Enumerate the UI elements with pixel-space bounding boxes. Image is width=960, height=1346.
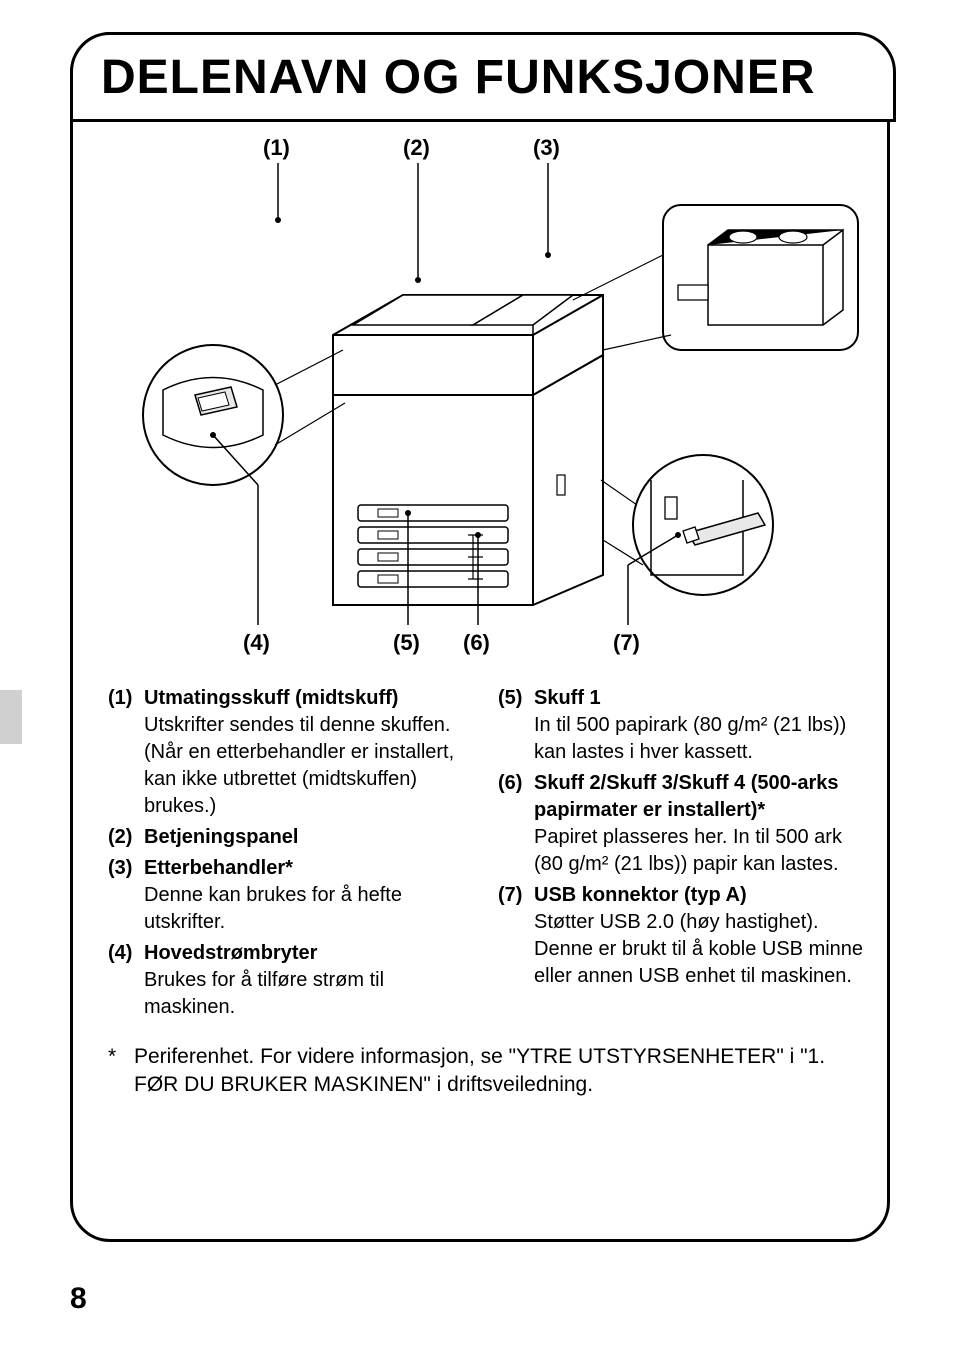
item-1: (1) Utmatingsskuff (midtskuff) Utskrifte…	[108, 685, 478, 820]
item-desc: Utskrifter sendes til denne skuffen. (Nå…	[144, 714, 454, 817]
item-5: (5) Skuff 1 In til 500 papirark (80 g/m²…	[498, 685, 868, 766]
item-num: (4)	[108, 940, 144, 1021]
item-desc: Støtter USB 2.0 (høy hastighet). Denne e…	[534, 911, 863, 987]
item-num: (7)	[498, 882, 534, 990]
item-num: (5)	[498, 685, 534, 766]
item-num: (2)	[108, 824, 144, 851]
callout-bottom-6: (6)	[463, 630, 490, 656]
callout-bottom-7: (7)	[613, 630, 640, 656]
item-2: (2) Betjeningspanel	[108, 824, 478, 851]
printer-diagram: (1) (2) (3) (4) (5) (6) (7)	[103, 135, 863, 655]
item-num: (3)	[108, 855, 144, 936]
item-desc: Brukes for å tilføre strøm til maskinen.	[144, 969, 384, 1018]
two-columns: (1) Utmatingsskuff (midtskuff) Utskrifte…	[108, 685, 868, 1025]
item-7: (7) USB konnektor (typ A) Støtter USB 2.…	[498, 882, 868, 990]
item-title: Etterbehandler*	[144, 857, 293, 879]
right-column: (5) Skuff 1 In til 500 papirark (80 g/m²…	[498, 685, 868, 1025]
item-title: Hovedstrømbryter	[144, 942, 317, 964]
callout-bottom-5: (5)	[393, 630, 420, 656]
usb-detail-icon	[601, 455, 773, 595]
item-6: (6) Skuff 2/Skuff 3/Skuff 4 (500-arks pa…	[498, 770, 868, 878]
item-title: Skuff 2/Skuff 3/Skuff 4 (500-arks papirm…	[534, 772, 839, 821]
callout-bottom-4: (4)	[243, 630, 270, 656]
page-number: 8	[70, 1282, 87, 1316]
item-title: USB konnektor (typ A)	[534, 884, 747, 906]
item-desc: Denne kan brukes for å hefte utskrifter.	[144, 884, 402, 933]
page-frame: DELENAVN OG FUNKSJONER (1) (2) (3) (4) (…	[70, 32, 890, 1242]
side-tab	[0, 690, 22, 744]
item-3: (3) Etterbehandler* Denne kan brukes for…	[108, 855, 478, 936]
item-title: Utmatingsskuff (midtskuff)	[144, 687, 398, 709]
item-title: Betjeningspanel	[144, 826, 298, 848]
power-switch-detail-icon	[143, 345, 345, 485]
item-num: (6)	[498, 770, 534, 878]
left-column: (1) Utmatingsskuff (midtskuff) Utskrifte…	[108, 685, 478, 1025]
callout-top-1: (1)	[263, 135, 290, 161]
footnote: * Periferenhet. For videre informasjon, …	[108, 1043, 868, 1100]
content-area: (1) Utmatingsskuff (midtskuff) Utskrifte…	[108, 685, 868, 1100]
item-4: (4) Hovedstrømbryter Brukes for å tilfør…	[108, 940, 478, 1021]
footnote-mark: *	[108, 1043, 134, 1100]
printer-body-icon	[333, 295, 603, 605]
title-box: DELENAVN OG FUNKSJONER	[70, 32, 896, 122]
item-title: Skuff 1	[534, 687, 601, 709]
callout-top-3: (3)	[533, 135, 560, 161]
item-num: (1)	[108, 685, 144, 820]
item-desc: In til 500 papirark (80 g/m² (21 lbs)) k…	[534, 714, 846, 763]
footnote-text: Periferenhet. For videre informasjon, se…	[134, 1043, 868, 1100]
callout-top-2: (2)	[403, 135, 430, 161]
item-desc: Papiret plasseres her. In til 500 ark (8…	[534, 826, 842, 875]
page-title: DELENAVN OG FUNKSJONER	[101, 50, 816, 105]
finisher-detail-icon	[573, 205, 858, 350]
printer-svg	[103, 135, 863, 655]
